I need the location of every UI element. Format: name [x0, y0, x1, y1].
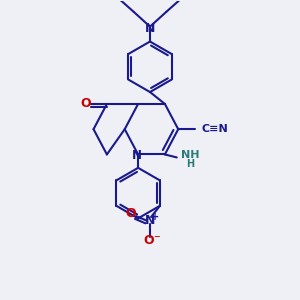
- Text: N: N: [132, 148, 142, 162]
- Text: ⁻: ⁻: [153, 233, 159, 246]
- Text: N: N: [145, 22, 155, 34]
- Text: +: +: [151, 212, 159, 222]
- Text: O: O: [125, 207, 136, 220]
- Text: H: H: [186, 159, 194, 169]
- Text: NH: NH: [181, 150, 200, 161]
- Text: O: O: [81, 98, 92, 110]
- Text: O: O: [144, 234, 154, 247]
- Text: C≡N: C≡N: [201, 124, 228, 134]
- Text: N: N: [144, 214, 155, 227]
